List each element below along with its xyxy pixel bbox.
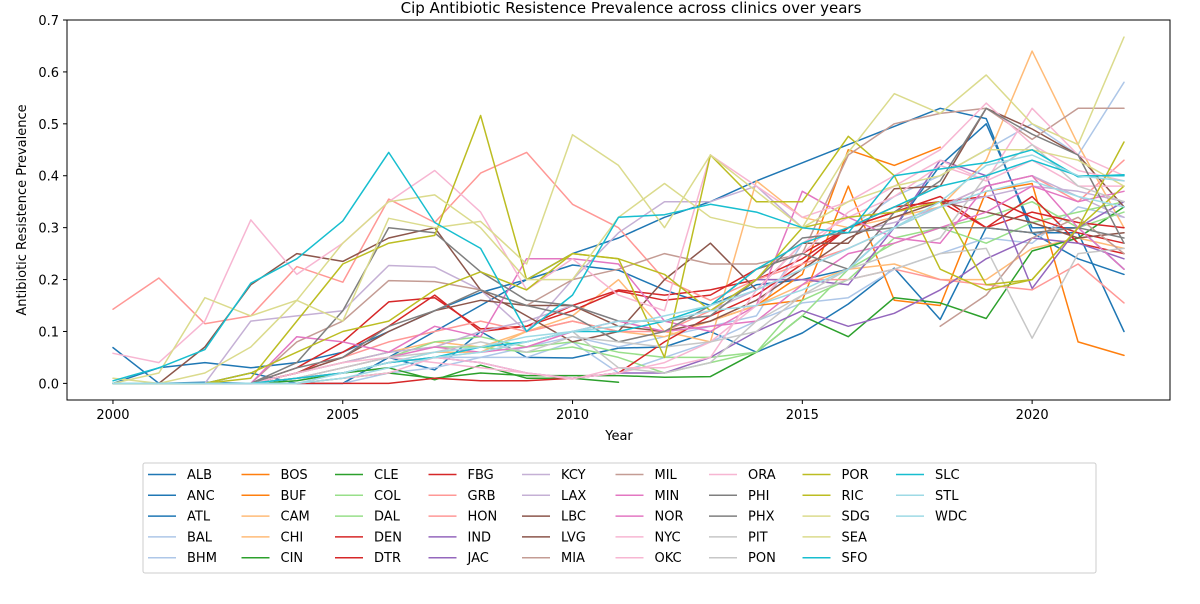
series-line-dal bbox=[112, 200, 1125, 385]
legend-label: CLE bbox=[374, 468, 399, 483]
y-tick-label: 0.4 bbox=[38, 170, 59, 185]
y-tick-label: 0.2 bbox=[38, 274, 59, 289]
y-tick-label: 0.0 bbox=[38, 377, 59, 392]
series-line-mia bbox=[112, 107, 1125, 385]
legend-label: SEA bbox=[842, 530, 867, 545]
legend-label: MIL bbox=[655, 468, 678, 483]
legend-label: NOR bbox=[655, 510, 684, 525]
y-tick-label: 0.1 bbox=[38, 325, 59, 340]
legend-label: BUF bbox=[281, 489, 307, 504]
legend-label: ATL bbox=[187, 510, 211, 525]
legend-label: LBC bbox=[561, 510, 586, 525]
series-line-min bbox=[112, 174, 1125, 385]
legend-label: HON bbox=[468, 510, 498, 525]
y-axis-label: Antibiotic Resistence Prevalence bbox=[15, 104, 30, 315]
legend-label: LVG bbox=[561, 530, 586, 545]
legend-label: BHM bbox=[187, 551, 217, 566]
legend-label: JAC bbox=[467, 551, 489, 566]
series-line-lvg bbox=[112, 200, 1125, 385]
legend: ALB ANC ATL BAL BHM BOS BUF CAM CHI CIN CLE COL DAL D… bbox=[142, 462, 1097, 574]
series-line-anc bbox=[112, 123, 1125, 385]
y-tick-label: 0.7 bbox=[38, 14, 59, 29]
legend-label: SLC bbox=[935, 468, 960, 483]
legend-box bbox=[142, 462, 1097, 574]
legend-label: DAL bbox=[374, 510, 401, 525]
y-tick-label: 0.5 bbox=[38, 118, 59, 133]
series-line-wdc bbox=[112, 180, 1125, 385]
y-axis: 0.0 0.1 0.2 0.3 0.4 0.5 0.6 0.7 bbox=[38, 14, 67, 392]
legend-label: IND bbox=[468, 530, 492, 545]
series-line-sdg bbox=[112, 36, 1125, 385]
legend-label: ORA bbox=[748, 468, 776, 483]
series-line-sfo bbox=[112, 149, 1125, 382]
series-line-lax bbox=[112, 185, 1125, 385]
legend-label: POR bbox=[842, 468, 869, 483]
series-line-nor bbox=[112, 185, 1125, 385]
legend-label: PHX bbox=[748, 510, 775, 525]
legend-label: FBG bbox=[468, 468, 494, 483]
legend-label: ALB bbox=[187, 468, 212, 483]
legend-label: BOS bbox=[281, 468, 308, 483]
legend-label: OKC bbox=[655, 551, 682, 566]
legend-label: KCY bbox=[561, 468, 586, 483]
series-line-slc bbox=[112, 159, 1125, 385]
legend-label: CAM bbox=[281, 510, 310, 525]
plot-area bbox=[112, 36, 1125, 385]
series-line-nyc bbox=[112, 102, 1125, 364]
legend-label: STL bbox=[935, 489, 959, 504]
legend-label: PHI bbox=[748, 489, 769, 504]
x-axis: 2000 2005 2010 2015 2020 bbox=[96, 400, 1049, 423]
legend-label: LAX bbox=[561, 489, 586, 504]
legend-label: MIA bbox=[561, 551, 585, 566]
x-tick-label: 2005 bbox=[326, 408, 359, 423]
legend-label: CHI bbox=[281, 530, 304, 545]
y-tick-label: 0.6 bbox=[38, 66, 59, 81]
legend-label: PON bbox=[748, 551, 776, 566]
series-line-mil bbox=[939, 216, 1125, 328]
series-line-ric bbox=[112, 114, 1125, 385]
legend-label: DTR bbox=[374, 551, 401, 566]
legend-label: NYC bbox=[655, 530, 681, 545]
legend-label: MIN bbox=[655, 489, 680, 504]
legend-label: PIT bbox=[748, 530, 768, 545]
series-line-col bbox=[112, 200, 1125, 385]
x-tick-label: 2015 bbox=[786, 408, 819, 423]
legend-label: DEN bbox=[374, 530, 402, 545]
legend-label: COL bbox=[374, 489, 401, 504]
legend-label: WDC bbox=[935, 510, 967, 525]
x-tick-label: 2000 bbox=[96, 408, 129, 423]
legend-label: ANC bbox=[187, 489, 215, 504]
x-tick-label: 2010 bbox=[556, 408, 589, 423]
legend-label: BAL bbox=[187, 530, 213, 545]
series-line-grb bbox=[112, 151, 1125, 325]
legend-label: SDG bbox=[842, 510, 870, 525]
chart-title: Cip Antibiotic Resistence Prevalence acr… bbox=[401, 0, 862, 17]
plot-frame bbox=[66, 19, 1171, 401]
legend-label: GRB bbox=[468, 489, 496, 504]
x-tick-label: 2020 bbox=[1016, 408, 1049, 423]
legend-label: RIC bbox=[842, 489, 864, 504]
x-axis-label: Year bbox=[604, 429, 633, 444]
series-line-fbg bbox=[112, 200, 1125, 385]
legend-label: CIN bbox=[281, 551, 304, 566]
legend-label: SFO bbox=[842, 551, 868, 566]
y-tick-label: 0.3 bbox=[38, 222, 59, 237]
